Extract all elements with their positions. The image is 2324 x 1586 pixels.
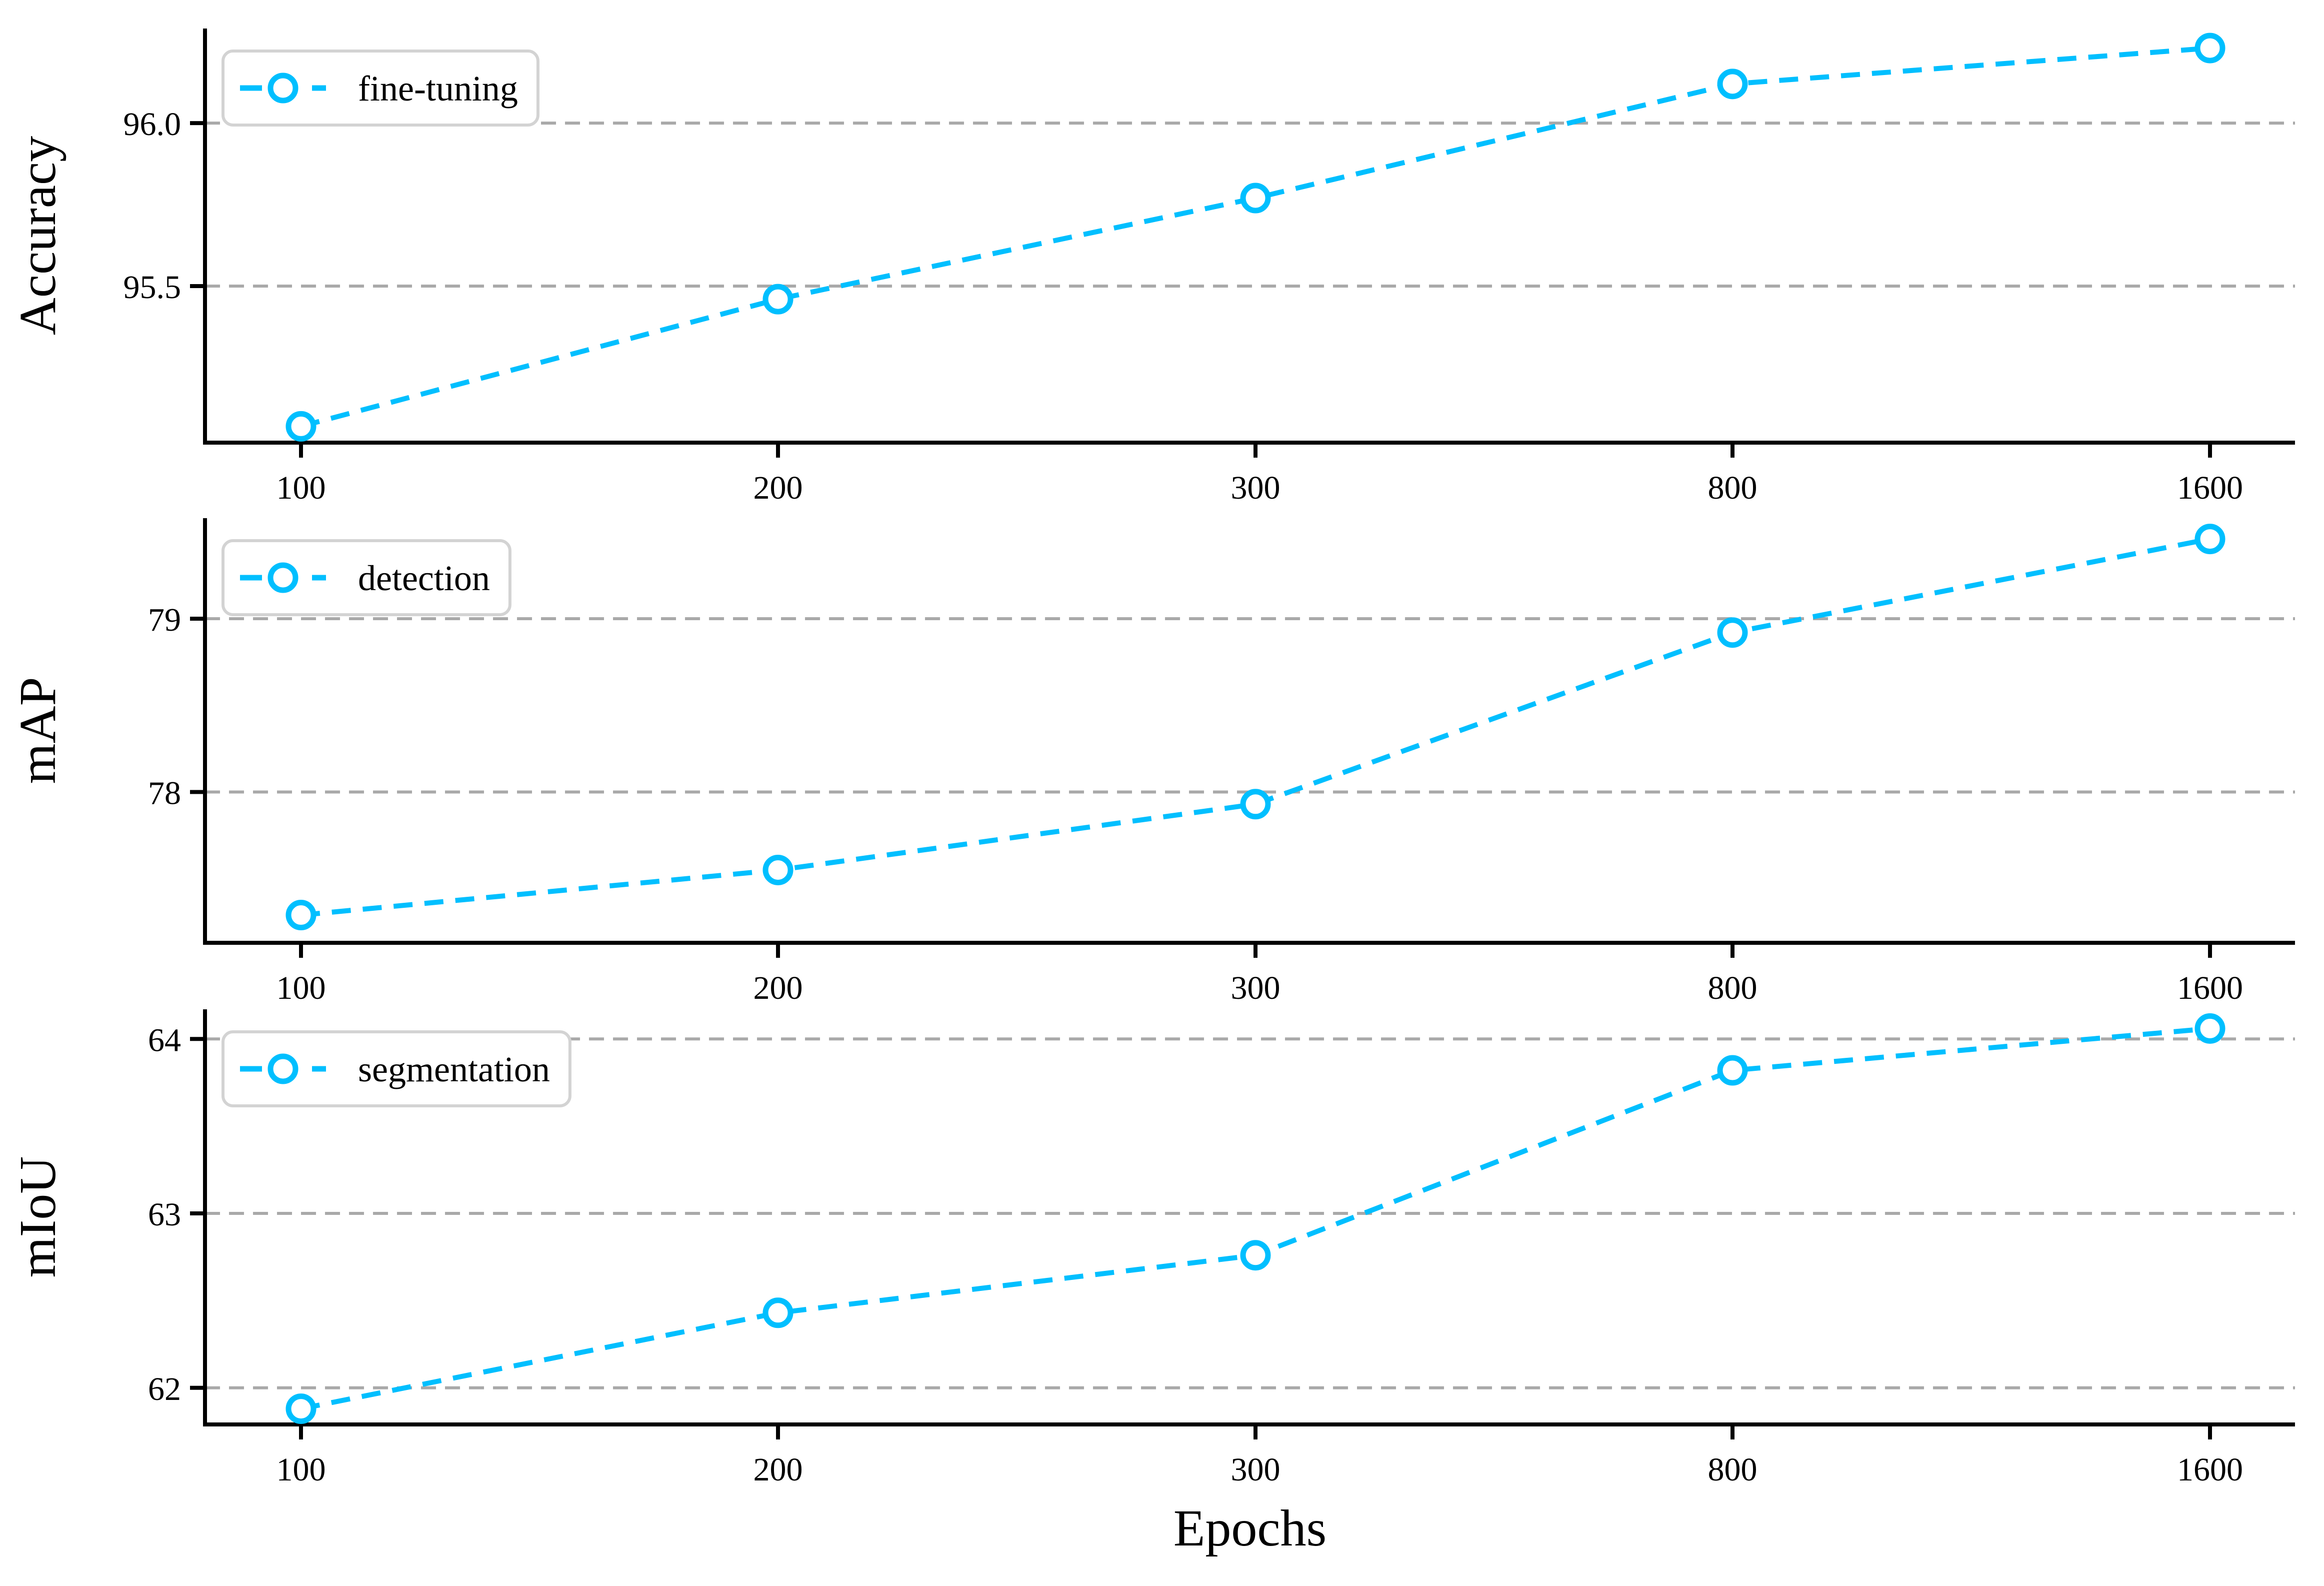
x-tick-label: 800: [1708, 970, 1758, 1006]
y-axis-label: mAP: [9, 677, 66, 784]
legend-marker-sample: [268, 562, 298, 593]
y-tick-label: 95.5: [124, 269, 182, 306]
legend-label: fine-tuning: [358, 69, 518, 109]
x-tick-label: 800: [1708, 470, 1758, 506]
data-point-marker: [1717, 69, 1748, 100]
x-tick-label: 1600: [2177, 1451, 2243, 1488]
legend: detection: [222, 539, 512, 616]
legend-marker-sample: [268, 73, 298, 104]
y-tick-label: 64: [148, 1022, 181, 1058]
legend-marker-sample: [268, 1053, 298, 1084]
data-point-marker: [1717, 617, 1748, 648]
y-axis-label: mIoU: [9, 1156, 66, 1278]
x-tick-label: 300: [1231, 470, 1280, 506]
data-point-marker: [1240, 1240, 1271, 1271]
data-point-marker: [762, 1297, 794, 1328]
y-tick-label: 79: [148, 602, 181, 638]
data-point-marker: [1240, 789, 1271, 820]
data-point-marker: [1717, 1055, 1748, 1086]
data-point-marker: [762, 854, 794, 885]
data-point-marker: [2194, 524, 2226, 555]
x-tick-label: 800: [1708, 1451, 1758, 1488]
data-point-marker: [286, 900, 316, 931]
data-point-marker: [762, 284, 794, 315]
x-tick-label: 100: [276, 470, 326, 506]
x-tick-label: 300: [1231, 970, 1280, 1006]
legend: fine-tuning: [222, 50, 540, 127]
subplot-miou: 62 63 64 100 200 300 800 1600 mIoU segmentation: [9, 1009, 2295, 1488]
data-point-marker: [2194, 33, 2226, 64]
y-axis-label: Accuracy: [9, 136, 66, 335]
legend-label: segmentation: [358, 1049, 550, 1089]
subplot-accuracy: 95.5 96.0 100 200 300 800 1600 Accuracy fine-tun…: [9, 29, 2295, 506]
x-tick-label: 1600: [2177, 970, 2243, 1006]
x-tick-label: 200: [754, 970, 803, 1006]
x-axis-label: Epochs: [1174, 1499, 1326, 1557]
y-tick-label: 96.0: [124, 106, 182, 143]
legend-label: detection: [358, 558, 490, 598]
data-point-marker: [2194, 1013, 2226, 1044]
legend-box: [222, 1030, 572, 1107]
x-tick-label: 200: [754, 1451, 803, 1488]
data-point-marker: [286, 1393, 316, 1424]
x-tick-label: 100: [276, 1451, 326, 1488]
legend-box: [222, 539, 512, 616]
data-point-marker: [286, 411, 316, 442]
legend: segmentation: [222, 1030, 572, 1107]
y-tick-label: 63: [148, 1196, 181, 1233]
x-tick-label: 200: [754, 470, 803, 506]
y-tick-label: 78: [148, 775, 181, 812]
data-point-marker: [1240, 183, 1271, 214]
subplot-map: 78 79 100 200 300 800 1600 mAP detection: [9, 518, 2295, 1006]
subplots-group: 95.5 96.0 100 200 300 800 1600 Accuracy fine-tun…: [9, 29, 2295, 1488]
y-tick-label: 62: [148, 1371, 181, 1407]
x-tick-label: 100: [276, 970, 326, 1006]
x-tick-label: 300: [1231, 1451, 1280, 1488]
legend-box: [222, 50, 540, 127]
x-tick-label: 1600: [2177, 470, 2243, 506]
